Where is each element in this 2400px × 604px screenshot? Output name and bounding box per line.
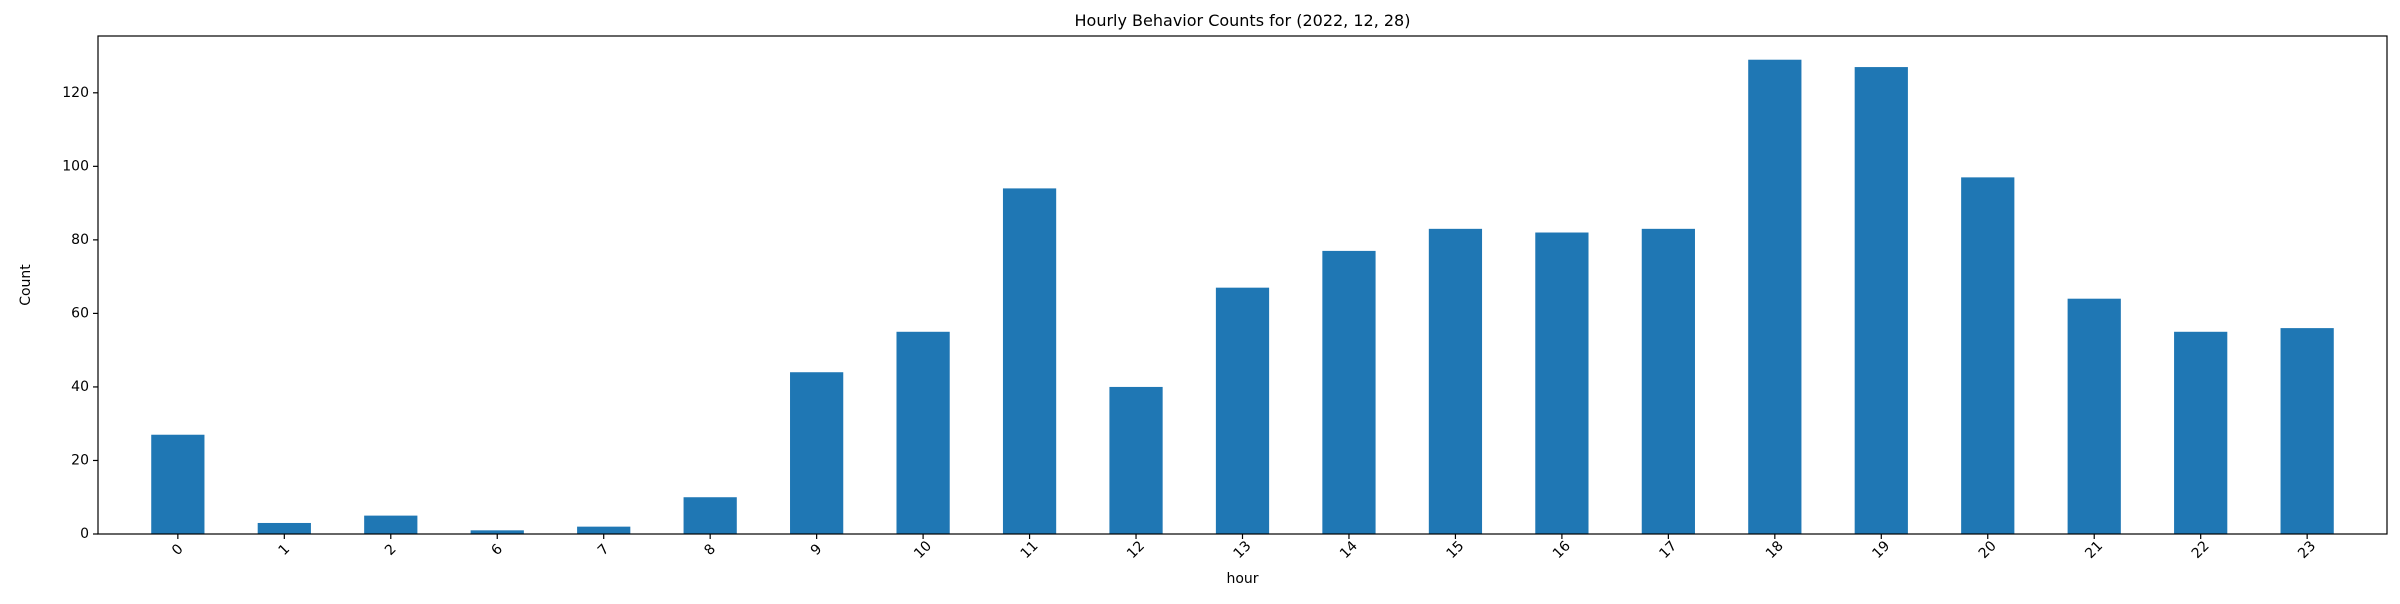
x-tick-label: 13 — [1231, 538, 1255, 562]
x-tick-label: 11 — [1018, 538, 1042, 562]
x-tick-label: 15 — [1443, 538, 1467, 562]
bar-hour-8 — [683, 497, 737, 534]
bar-hour-21 — [2067, 298, 2121, 534]
x-tick-label: 8 — [701, 541, 719, 559]
x-tick-label: 2 — [382, 541, 400, 559]
x-tick-label: 19 — [1869, 538, 1893, 562]
y-tick-label: 0 — [80, 526, 89, 542]
y-ticks-group: 0 20 40 60 80 100 120 — [62, 85, 98, 542]
x-tick-label: 7 — [595, 541, 613, 559]
y-tick-label: 100 — [62, 158, 89, 174]
bar-hour-11 — [1002, 188, 1057, 534]
bar-hour-0 — [151, 434, 205, 534]
y-tick-label: 40 — [71, 379, 89, 395]
x-tick-label: 20 — [1976, 538, 2000, 562]
x-tick-label: 21 — [2082, 538, 2106, 562]
y-tick-label: 80 — [71, 232, 89, 248]
x-tick-label: 1 — [276, 541, 294, 559]
bar-hour-2 — [364, 515, 418, 534]
bar-hour-19 — [1854, 67, 1908, 534]
bar-hour-7 — [577, 526, 631, 534]
bar-hour-17 — [1641, 228, 1695, 534]
bar-hour-18 — [1748, 59, 1802, 534]
bar-hour-16 — [1535, 232, 1589, 534]
x-tick-label: 10 — [911, 538, 935, 562]
x-axis-label: hour — [1226, 571, 1258, 587]
bar-hour-12 — [1109, 386, 1163, 534]
bar-hour-23 — [2280, 328, 2334, 534]
x-tick-label: 16 — [1550, 538, 1574, 562]
bars-group — [151, 59, 2334, 534]
bar-hour-9 — [790, 372, 844, 534]
x-tick-label: 23 — [2295, 538, 2319, 562]
x-tick-label: 6 — [488, 541, 506, 559]
x-tick-label: 18 — [1763, 538, 1787, 562]
bar-hour-22 — [2174, 331, 2228, 534]
x-tick-label: 9 — [808, 541, 826, 559]
y-tick-label: 20 — [71, 452, 89, 468]
x-tick-label: 22 — [2189, 538, 2213, 562]
bar-hour-14 — [1322, 250, 1376, 534]
bar-hour-15 — [1428, 228, 1483, 534]
x-tick-label: 0 — [169, 541, 187, 559]
bar-hour-13 — [1215, 287, 1270, 534]
y-tick-label: 60 — [71, 305, 89, 321]
bar-hour-6 — [470, 530, 524, 534]
x-ticks-group: 0 1 2 6 7 8 9 10 11 12 13 14 15 16 17 18 19 20 21 22 23 — [169, 534, 2319, 562]
chart-title: Hourly Behavior Counts for (2022, 12, 28… — [1075, 11, 1411, 30]
x-tick-label: 17 — [1656, 538, 1680, 562]
bar-hour-20 — [1961, 177, 2015, 534]
x-tick-label: 12 — [1124, 538, 1148, 562]
y-axis-label: Count — [18, 264, 34, 306]
y-tick-label: 120 — [62, 85, 89, 101]
bar-hour-10 — [896, 331, 950, 534]
plot-frame — [97, 35, 2388, 535]
x-tick-label: 14 — [1337, 538, 1361, 562]
bar-hour-1 — [257, 522, 311, 534]
